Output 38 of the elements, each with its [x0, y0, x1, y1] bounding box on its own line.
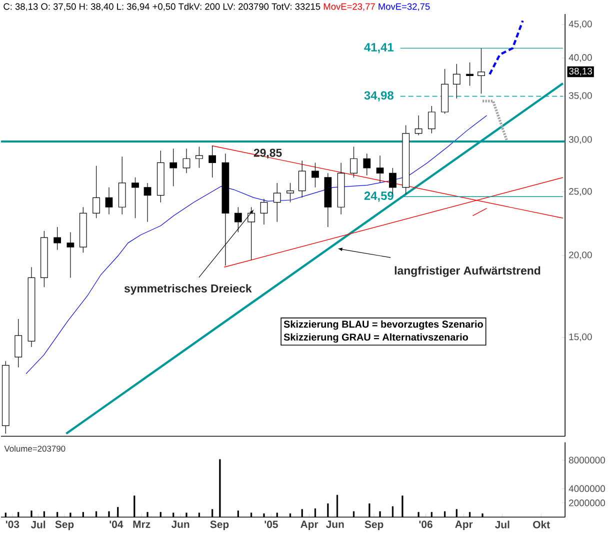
y-tick-label: 30,00: [568, 136, 592, 144]
annotation: langfristiger Aufwärtstrend: [394, 266, 540, 277]
annotation: 29,85: [254, 148, 282, 158]
chart-title: C: 38,13 O: 37,50 H: 38,40 L: 36,94 +0,50 TdkV: 200 LV: 203790 TotV: 33215: [4, 2, 320, 11]
y-tick-label: 20,00: [569, 252, 592, 260]
x-tick-label: '04: [110, 520, 124, 528]
annotation: Skizzierung BLAU = bevorzugtes Szenario: [284, 320, 483, 330]
annotation: symmetrisches Dreieck: [124, 284, 252, 295]
x-tick-label: '03: [6, 520, 20, 528]
y-tick-label: 8000000: [569, 456, 605, 464]
y-tick-label: 25,00: [569, 188, 592, 196]
x-tick-label: '06: [419, 520, 432, 528]
annotation: Skizzierung GRAU = Alternativszenario: [284, 333, 468, 343]
chart-subtitle: MovE=23,77: [324, 3, 375, 11]
y-tick-label: 15,00: [569, 333, 592, 342]
chart-title: Volume=203790: [4, 445, 66, 452]
x-tick-label: Okt: [533, 520, 550, 528]
series-label: 41,41: [364, 43, 394, 54]
x-tick-label: Jun: [171, 520, 190, 528]
x-tick-label: Apr: [300, 520, 318, 530]
x-tick-label: Sep: [210, 520, 229, 530]
x-tick-label: '05: [264, 520, 278, 528]
x-tick-label: Jun: [326, 520, 344, 528]
text: MovE=32,75: [378, 3, 430, 11]
series-label: 34,98: [364, 91, 394, 102]
y-tick-label: 40,00: [568, 54, 592, 62]
y-tick-label: 45,00: [568, 20, 592, 28]
series-label: 24,59: [364, 191, 394, 202]
x-tick-label: Mrz: [133, 520, 150, 528]
y-tick-label: 4000000: [568, 485, 605, 492]
annotation: 38,13: [569, 68, 592, 76]
x-tick-label: Sep: [364, 520, 384, 530]
x-tick-label: Jul: [495, 520, 510, 528]
x-tick-label: Sep: [55, 520, 74, 530]
x-tick-label: Jul: [30, 520, 46, 528]
y-tick-label: 2000000: [569, 499, 605, 506]
y-tick-label: 35,00: [568, 92, 592, 100]
x-tick-label: Apr: [455, 520, 473, 530]
